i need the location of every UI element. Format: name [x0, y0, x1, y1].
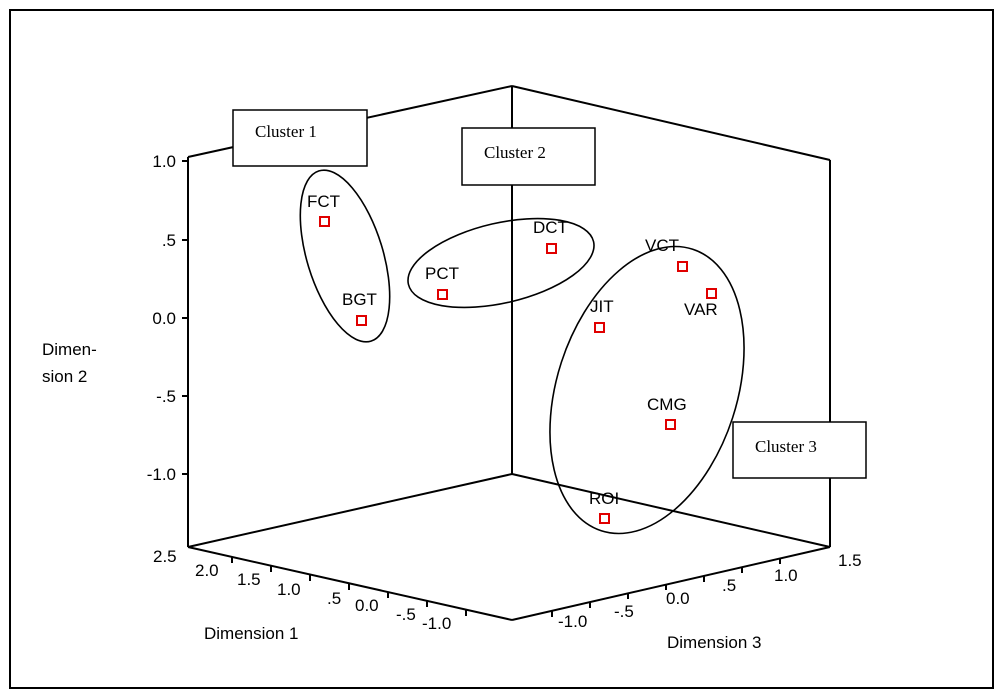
cluster-1-label: Cluster 1 — [255, 122, 317, 141]
x-tick-label: 2.5 — [153, 547, 177, 566]
y-axis-label: Dimen- — [42, 340, 97, 359]
z-tick-label: 1.5 — [838, 551, 862, 570]
point-marker-cmg — [665, 419, 676, 430]
data-markers — [319, 216, 717, 524]
dimension-3-axis — [511, 546, 831, 621]
cluster-1-box: Cluster 1 — [232, 109, 368, 167]
z-axis-label: Dimension 3 — [667, 633, 762, 652]
dimension-2-ticks — [182, 160, 188, 475]
cluster-3-label: Cluster 3 — [755, 437, 817, 456]
dimension-3-ticks — [551, 558, 781, 617]
cluster-2-box-frame — [461, 127, 596, 186]
x-tick-label: 1.0 — [277, 580, 301, 599]
y-tick-label: .5 — [162, 231, 176, 250]
point-marker-pct — [437, 289, 448, 300]
z-tick-label: 0.0 — [666, 589, 690, 608]
x-tick-label: 0.0 — [355, 596, 379, 615]
point-label-roi: ROI — [589, 489, 619, 508]
x-tick-label: 2.0 — [195, 561, 219, 580]
point-label-pct: PCT — [425, 264, 459, 283]
point-label-cmg: CMG — [647, 395, 687, 414]
cluster-2-ellipse — [407, 217, 595, 309]
y-tick-label: -.5 — [156, 387, 176, 406]
x-tick-label: -.5 — [396, 605, 416, 624]
floor-back-right — [511, 473, 831, 548]
x-tick-label: 1.5 — [237, 570, 261, 589]
point-marker-dct — [546, 243, 557, 254]
point-label-jit: JIT — [590, 297, 614, 316]
chart-border — [9, 9, 994, 689]
point-marker-fct — [319, 216, 330, 227]
point-label-bgt: BGT — [342, 290, 377, 309]
floor-back-left — [187, 473, 513, 548]
y-tick-label: 1.0 — [152, 152, 176, 171]
cluster-1-box-frame — [232, 109, 368, 167]
y-axis-label: sion 2 — [42, 367, 87, 386]
cluster-2-label: Cluster 2 — [484, 143, 546, 162]
z-tick-label: -1.0 — [558, 612, 587, 631]
z-tick-label: .5 — [722, 576, 736, 595]
point-marker-var — [706, 288, 717, 299]
cluster-2-box: Cluster 2 — [461, 127, 596, 186]
back-edge-right-top — [511, 85, 831, 161]
dimension-1-ticks — [231, 557, 467, 616]
cluster-3-box: Cluster 3 — [732, 421, 867, 479]
point-marker-jit — [594, 322, 605, 333]
x-tick-label: -1.0 — [422, 614, 451, 633]
point-label-dct: DCT — [533, 218, 568, 237]
point-marker-vct — [677, 261, 688, 272]
dimension-1-axis — [187, 546, 513, 621]
y-tick-label: -1.0 — [147, 465, 176, 484]
y-tick-label: 0.0 — [152, 309, 176, 328]
point-marker-bgt — [356, 315, 367, 326]
x-tick-label: .5 — [327, 589, 341, 608]
point-label-vct: VCT — [645, 236, 679, 255]
point-marker-roi — [599, 513, 610, 524]
cluster-3-box-frame — [732, 421, 867, 479]
x-axis-label: Dimension 1 — [204, 624, 299, 643]
z-tick-label: 1.0 — [774, 566, 798, 585]
point-label-var: VAR — [684, 300, 718, 319]
z-tick-label: -.5 — [614, 602, 634, 621]
cluster-1-ellipse — [299, 169, 391, 343]
cluster-3-ellipse — [549, 245, 745, 535]
point-label-fct: FCT — [307, 192, 340, 211]
